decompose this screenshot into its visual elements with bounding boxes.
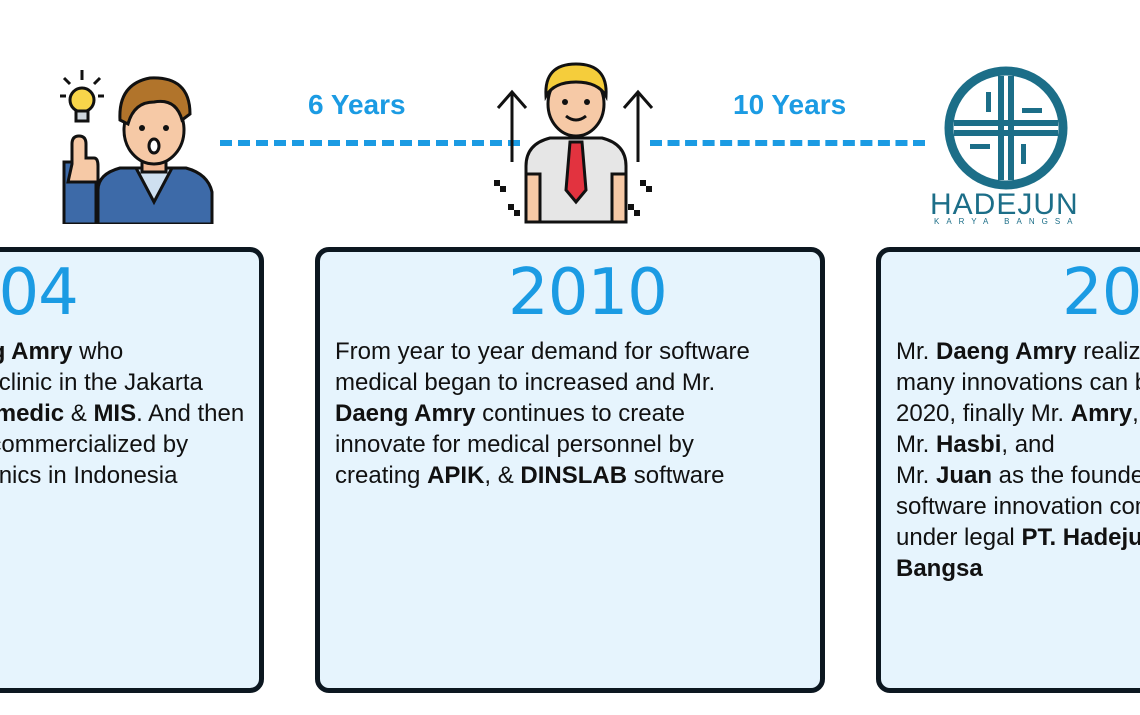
card-text: 2020, finally Mr. [896, 400, 1071, 427]
card-text-bold: Xmedic [0, 400, 65, 427]
card-text: Mr. [896, 431, 936, 458]
card-text: medical began to increased and Mr. [335, 369, 716, 396]
card-year: 2010 [508, 256, 668, 330]
card-text-line: medical began to increased and Mr. [335, 367, 750, 398]
card-text: & [64, 400, 94, 427]
card-text: software innovation company [896, 493, 1140, 520]
card-text-line: Bangsa [896, 553, 1140, 584]
card-text-bold: Daeng Amry [335, 400, 476, 427]
timeline-card-2020: 2020 Mr. Daeng Amry realizedmany innovat… [876, 247, 1140, 693]
card-text-line: many innovations can be done, in [896, 367, 1140, 398]
timeline-card-2010: 2010 From year to year demand for softwa… [315, 247, 825, 693]
hadejun-logo-icon [944, 66, 1068, 190]
logo-name: HADEJUN [930, 188, 1079, 221]
card-text-line: created Xmedic & MIS. And then [0, 398, 244, 429]
card-text-bold: Amry [1070, 400, 1133, 427]
card-description: Mr. Daeng Amry realizedmany innovations … [896, 336, 1140, 584]
card-text-line: Mr. Daeng Amry realized [896, 336, 1140, 367]
card-text-line: Mr. Juan as the founder of [896, 460, 1140, 491]
card-text-line: under legal PT. Hadejun Karya [896, 522, 1140, 553]
card-text: creating [335, 462, 428, 489]
logo-tagline: KARYA BANGSA [934, 217, 1080, 226]
card-text: , & [484, 462, 521, 489]
card-text: as the founder of [998, 462, 1140, 489]
card-text-bold: DINSLAB [520, 462, 628, 489]
card-year: 2004 [0, 256, 79, 330]
card-description: From year to year demand for software med… [335, 336, 750, 491]
card-text: Mr. [896, 462, 936, 489]
card-text-bold: MIS [93, 400, 137, 427]
idea-man-icon [60, 70, 214, 224]
card-text: Mr. [896, 338, 936, 365]
card-year: 2020 [1062, 256, 1140, 330]
card-text: innovate for medical personnel by [335, 431, 694, 458]
card-text-line: creating APIK, & DINSLAB software [335, 460, 750, 491]
card-text: From year to year demand for software [335, 338, 750, 365]
card-text: software commercialized by [0, 431, 189, 458]
card-text-line: software commercialized by [0, 429, 244, 460]
card-text: , and [1001, 431, 1055, 458]
card-text-bold: Daeng Amry [936, 338, 1077, 365]
card-text: under legal [896, 524, 1022, 551]
card-text-line: innovate for medical personnel by [335, 429, 750, 460]
card-text-line: software innovation company [896, 491, 1140, 522]
card-text-line: Mr. Daeng Amry who [0, 336, 244, 367]
card-text: several clinics in Indonesia [0, 462, 178, 489]
card-text-line: opened a clinic in the Jakarta [0, 367, 244, 398]
card-text: software [627, 462, 725, 489]
card-text-bold: PT. Hadejun Karya [1021, 524, 1140, 551]
card-text: continues to create [475, 400, 685, 427]
card-text: many innovations can be done, in [896, 369, 1140, 396]
card-text: , [1132, 400, 1139, 427]
card-text-bold: Bangsa [896, 555, 983, 582]
card-text-line: several clinics in Indonesia [0, 460, 244, 491]
card-text-line: Mr. Hasbi, and [896, 429, 1140, 460]
gap-label-1: 6 Years [308, 89, 406, 120]
timeline-connector-2 [650, 140, 925, 146]
card-text-bold: APIK [427, 462, 485, 489]
card-text: realized [1083, 338, 1140, 365]
card-text: who [72, 338, 124, 365]
card-text-line: Daeng Amry continues to create [335, 398, 750, 429]
card-description: Mr. Daeng Amry whoopened a clinic in the… [0, 336, 244, 491]
timeline-connector-1 [220, 140, 520, 146]
card-text-line: 2020, finally Mr. Amry, [896, 398, 1140, 429]
card-text-line: From year to year demand for software [335, 336, 750, 367]
card-text-bold: Hasbi [936, 431, 1002, 458]
timeline-card-2004: 2004 Mr. Daeng Amry whoopened a clinic i… [0, 247, 264, 693]
gap-label-2: 10 Years [733, 89, 847, 120]
card-text-bold: Daeng Amry [0, 338, 73, 365]
card-text: opened a clinic in the Jakarta [0, 369, 203, 396]
growth-man-icon [494, 62, 654, 224]
card-text-bold: Juan [936, 462, 993, 489]
card-text: . And then [136, 400, 245, 427]
